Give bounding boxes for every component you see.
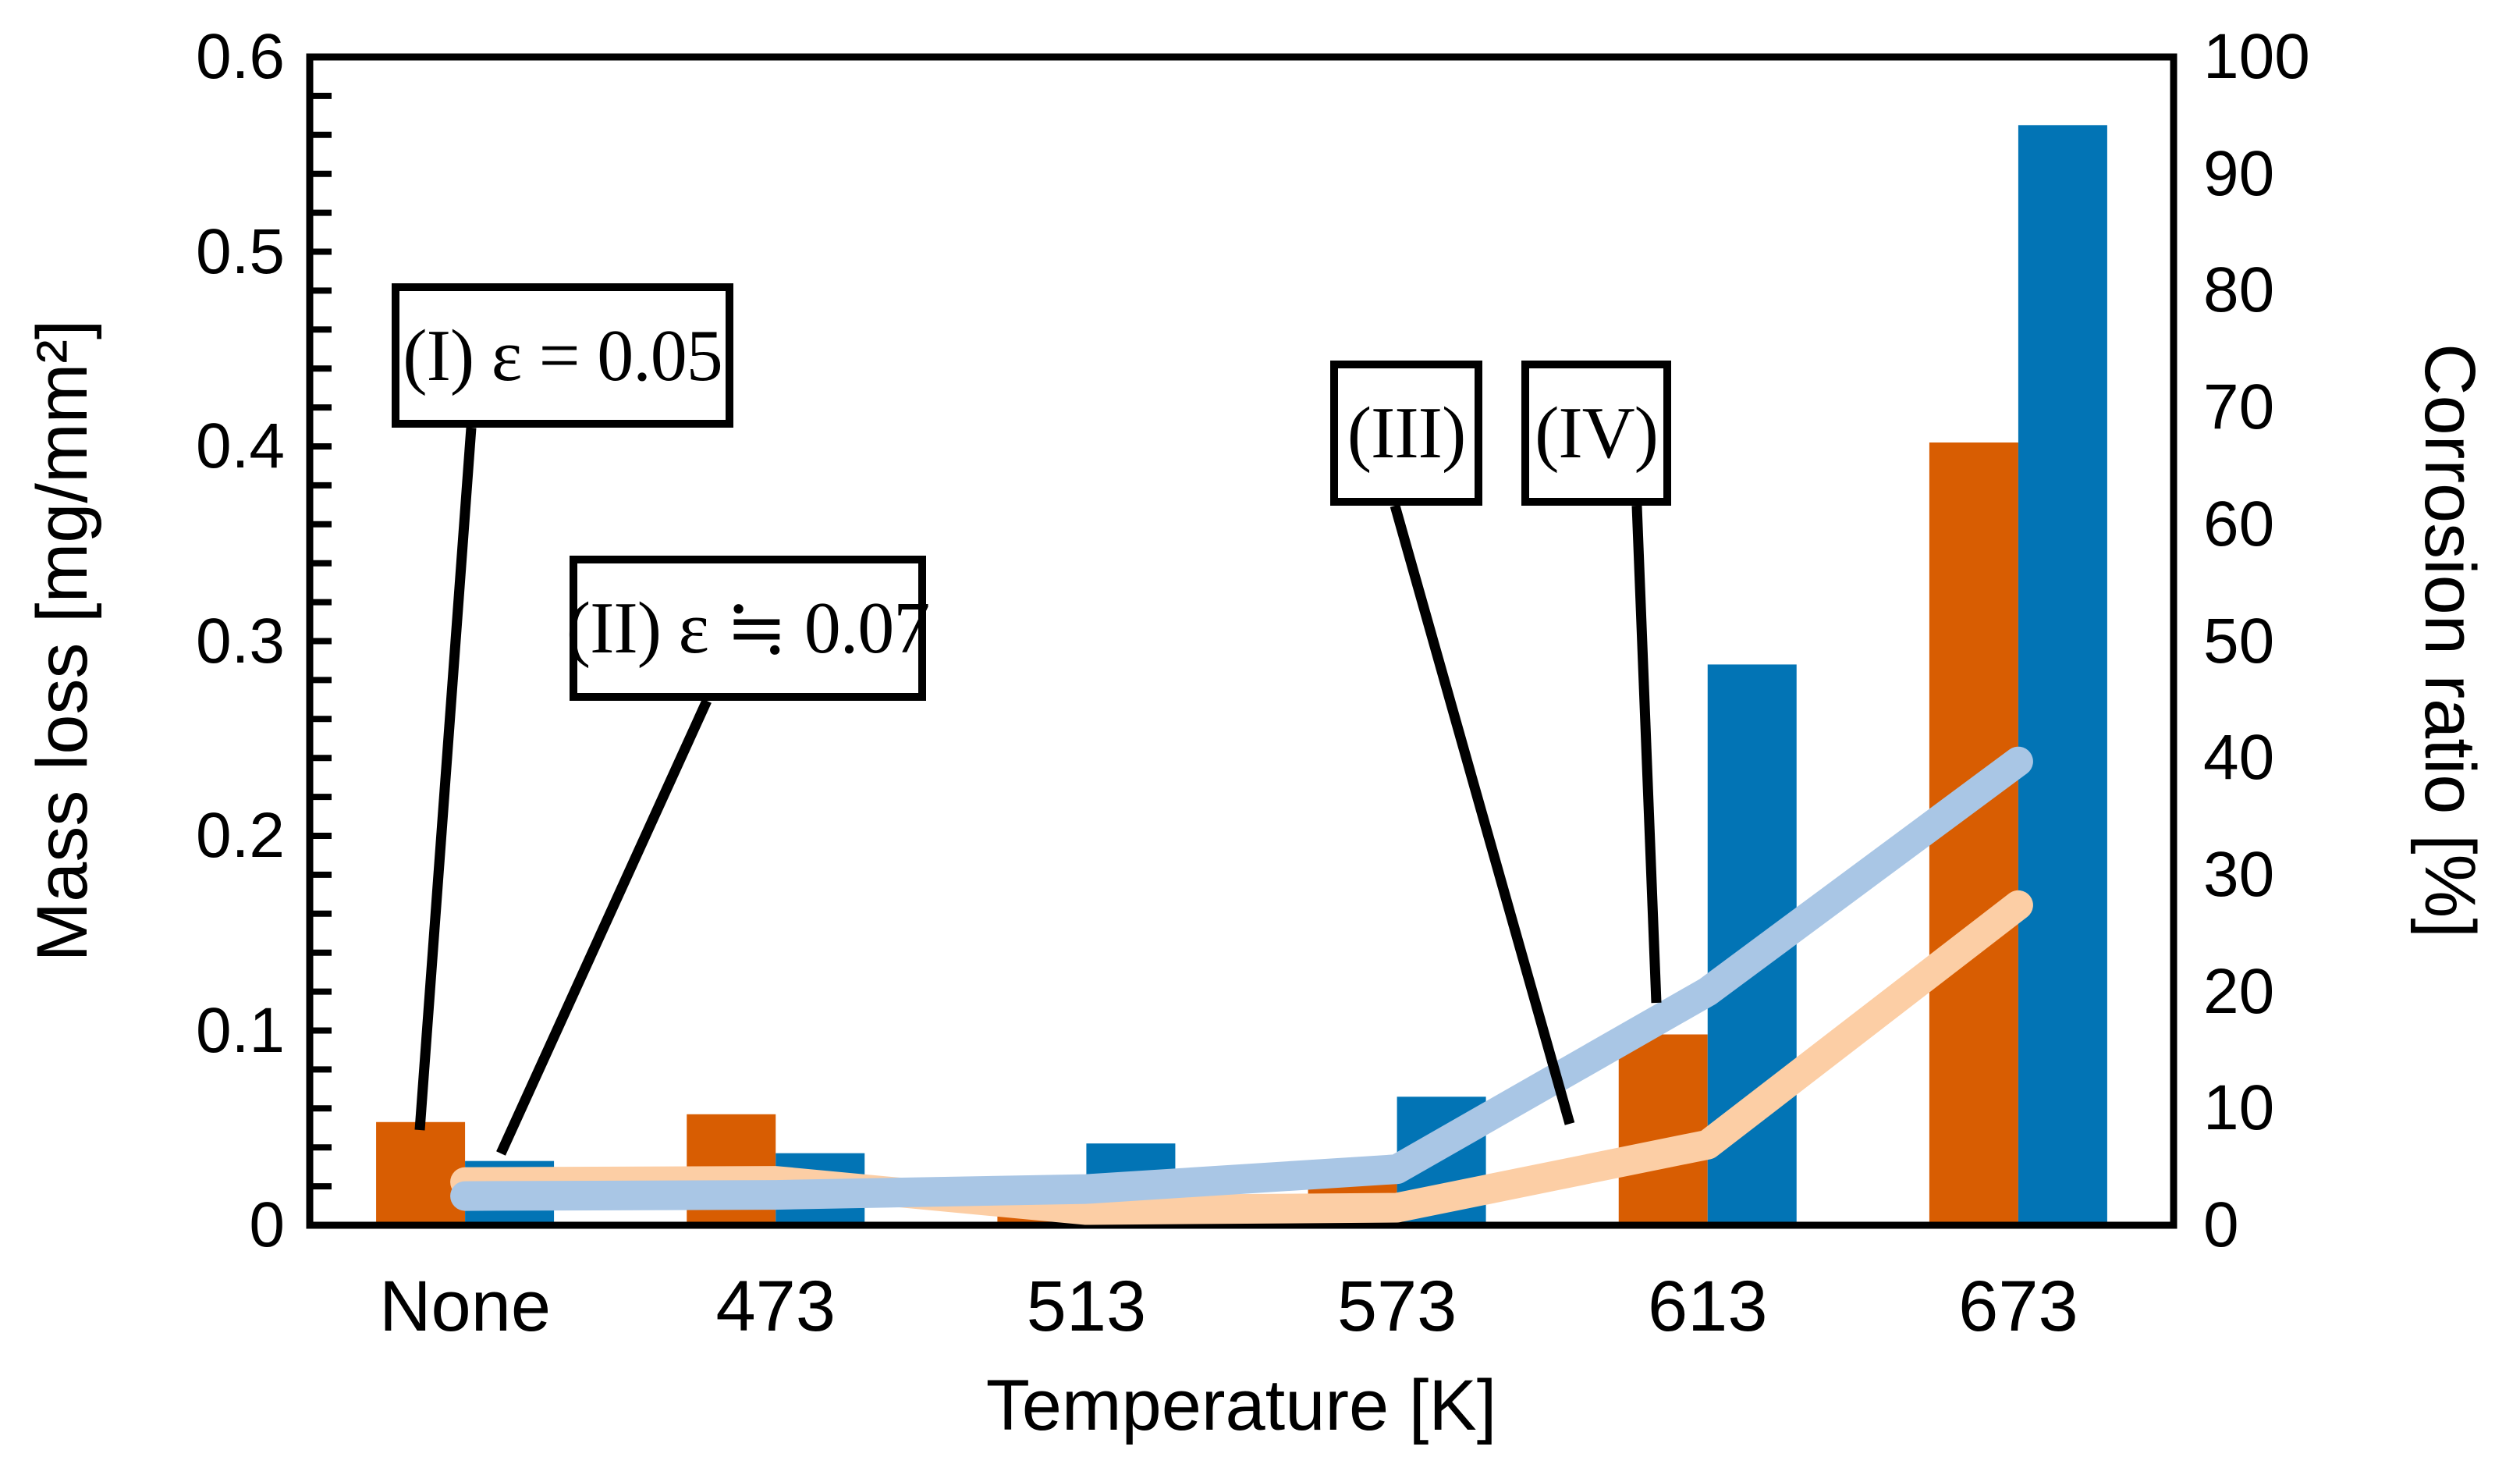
- leader-line-3: [1390, 504, 1575, 1125]
- axis-ticks: [310, 92, 332, 1190]
- right-axis-tick-label: 20: [2203, 955, 2275, 1027]
- left-axis-tick-label: 0.3: [196, 605, 285, 677]
- right-axis-title: Corrosion ratio [%]: [2410, 343, 2490, 938]
- left-axis-tick-label: 0.2: [196, 800, 285, 871]
- x-axis-category-label: 473: [715, 1267, 836, 1346]
- right-axis-tick-label: 40: [2203, 722, 2275, 794]
- x-axis-category-label: 573: [1336, 1267, 1457, 1346]
- left-axis-title: Mass loss [mg/mm²]: [23, 319, 102, 962]
- right-axis-tick-label: 10: [2203, 1072, 2275, 1144]
- right-axis-tick-label: 70: [2203, 371, 2275, 443]
- left-axis-tick-label: 0.6: [196, 21, 285, 92]
- annotation-box-2: (II) ε ≒ 0.07: [566, 556, 930, 701]
- line-series-layer: [450, 746, 2033, 1225]
- x-axis-title: Temperature [K]: [985, 1366, 1497, 1445]
- right-axis-tick-label: 30: [2203, 838, 2275, 910]
- right-axis-tick-label: 50: [2203, 605, 2275, 677]
- annotation-box-4: (IV): [1521, 361, 1671, 506]
- bar-series1-None: [376, 1121, 466, 1225]
- leader-line-4: [1631, 505, 1662, 1004]
- bar-series1-613: [1618, 1034, 1708, 1225]
- x-axis-category-label: None: [379, 1267, 552, 1346]
- right-axis-tick-label: 0: [2203, 1189, 2239, 1260]
- annotation-box-1: (I) ε = 0.05: [392, 283, 733, 428]
- left-axis-tick-label: 0: [249, 1189, 285, 1260]
- x-axis-category-label: 513: [1026, 1267, 1147, 1346]
- leader-line-2: [496, 698, 712, 1156]
- left-axis-tick-label: 0.1: [196, 994, 285, 1066]
- annotation-box-3: (III): [1330, 361, 1482, 506]
- right-axis-tick-label: 90: [2203, 137, 2275, 209]
- right-axis-tick-label: 80: [2203, 254, 2275, 326]
- left-axis-tick-label: 0.5: [196, 215, 285, 287]
- right-axis-tick-label: 60: [2203, 488, 2275, 560]
- bar-series2-673: [2018, 125, 2107, 1226]
- x-axis-category-label: 673: [1958, 1267, 2078, 1346]
- annotation-leader-lines: [414, 427, 1662, 1156]
- right-axis-tick-label: 100: [2203, 21, 2310, 92]
- left-axis-tick-label: 0.4: [196, 410, 285, 482]
- leader-line-1: [414, 427, 477, 1131]
- trend-line-IV: [450, 746, 2033, 1211]
- x-axis-category-label: 613: [1648, 1267, 1768, 1346]
